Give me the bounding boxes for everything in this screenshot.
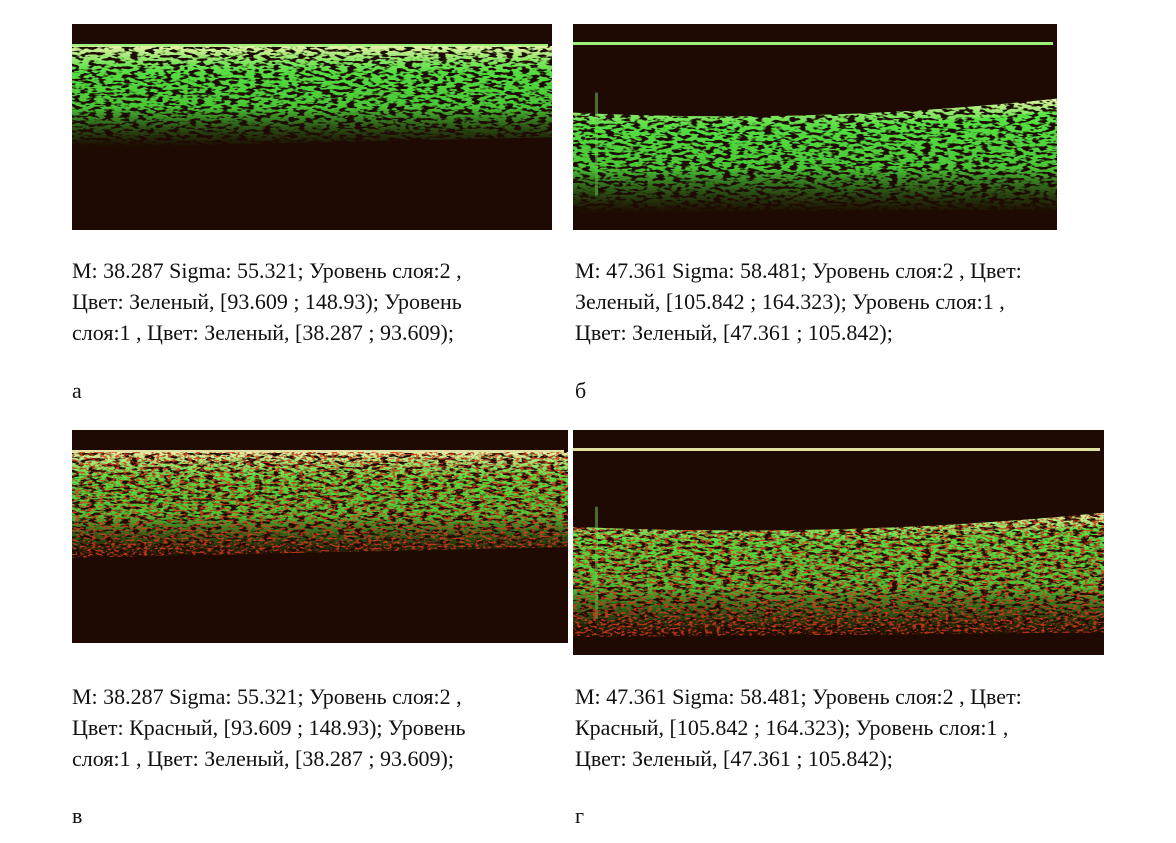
surface-line (573, 448, 1100, 451)
oct-image (72, 430, 568, 643)
caption-line: слоя:1 , Цвет: Зеленый, [38.287 ; 93.609… (72, 320, 454, 345)
caption-line: M: 38.287 Sigma: 55.321; Уровень слоя:2 … (72, 258, 462, 283)
caption: M: 47.361 Sigma: 58.481; Уровень слоя:2 … (575, 255, 1022, 348)
oct-image (573, 24, 1057, 230)
red-layer-speckle (72, 452, 568, 558)
bright-layer (573, 98, 1057, 129)
surface-line (72, 450, 564, 453)
surface-line (573, 42, 1053, 45)
oct-image (573, 430, 1104, 655)
caption-line: Цвет: Зеленый, [93.609 ; 148.93); Уровен… (72, 289, 462, 314)
caption-line: M: 47.361 Sigma: 58.481; Уровень слоя:2 … (575, 258, 1022, 283)
caption: M: 38.287 Sigma: 55.321; Уровень слоя:2 … (72, 681, 466, 774)
caption-line: Цвет: Зеленый, [47.361 ; 105.842); (575, 746, 893, 771)
caption-line: Цвет: Красный, [93.609 ; 148.93); Уровен… (72, 715, 466, 740)
caption-line: M: 38.287 Sigma: 55.321; Уровень слоя:2 … (72, 684, 462, 709)
caption-line: M: 47.361 Sigma: 58.481; Уровень слоя:2 … (575, 684, 1022, 709)
caption-line: Зеленый, [105.842 ; 164.323); Уровень сл… (575, 289, 1005, 314)
caption: M: 38.287 Sigma: 55.321; Уровень слоя:2 … (72, 255, 462, 348)
surface-line (72, 44, 548, 47)
oct-image (72, 24, 552, 230)
caption: M: 47.361 Sigma: 58.481; Уровень слоя:2 … (575, 681, 1022, 774)
panel-label: б (575, 378, 587, 403)
caption-line: Цвет: Зеленый, [47.361 ; 105.842); (575, 320, 893, 345)
panel-label: а (72, 378, 82, 403)
caption-line: Красный, [105.842 ; 164.323); Уровень сл… (575, 715, 1009, 740)
red-layer-speckle (573, 512, 1104, 637)
panel-label: г (575, 803, 585, 828)
caption-line: слоя:1 , Цвет: Зеленый, [38.287 ; 93.609… (72, 746, 454, 771)
bright-layer (72, 46, 552, 74)
panel-label: в (72, 803, 83, 828)
